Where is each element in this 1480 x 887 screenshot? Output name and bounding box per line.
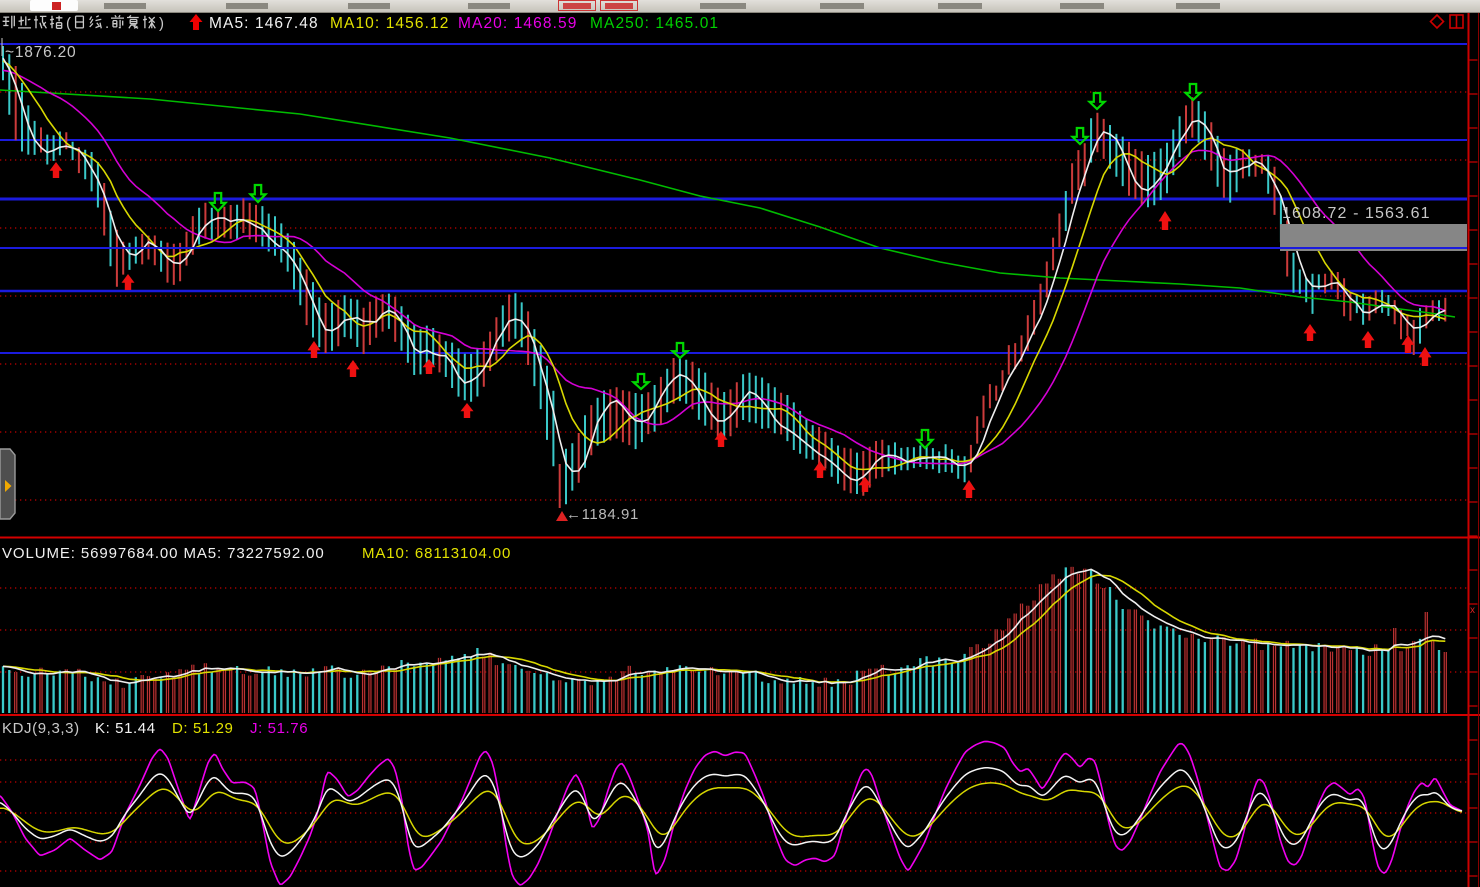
svg-text:x: x <box>1470 605 1475 616</box>
svg-text:~1876.20: ~1876.20 <box>5 44 76 61</box>
svg-text:1608.72 - 1563.61: 1608.72 - 1563.61 <box>1282 205 1431 222</box>
svg-text:J: 51.76: J: 51.76 <box>250 720 308 737</box>
svg-text:VOLUME: 56997684.00 MA5: 73227: VOLUME: 56997684.00 MA5: 73227592.00 <box>2 545 325 562</box>
svg-text:MA10: 1456.12: MA10: 1456.12 <box>330 15 449 32</box>
svg-text:MA250: 1465.01: MA250: 1465.01 <box>590 15 719 32</box>
svg-text:K: 51.44: K: 51.44 <box>95 720 156 737</box>
svg-text:KDJ(9,3,3): KDJ(9,3,3) <box>2 720 80 737</box>
svg-text:.: . <box>105 15 109 32</box>
svg-text:MA20: 1468.59: MA20: 1468.59 <box>458 15 577 32</box>
svg-text:(: ( <box>66 15 71 32</box>
svg-text:←1184.91: ←1184.91 <box>566 506 639 523</box>
svg-text:MA5: 1467.48: MA5: 1467.48 <box>209 15 319 32</box>
svg-text:): ) <box>159 15 164 32</box>
svg-text:D: 51.29: D: 51.29 <box>172 720 234 737</box>
svg-text:MA10: 68113104.00: MA10: 68113104.00 <box>362 545 511 562</box>
